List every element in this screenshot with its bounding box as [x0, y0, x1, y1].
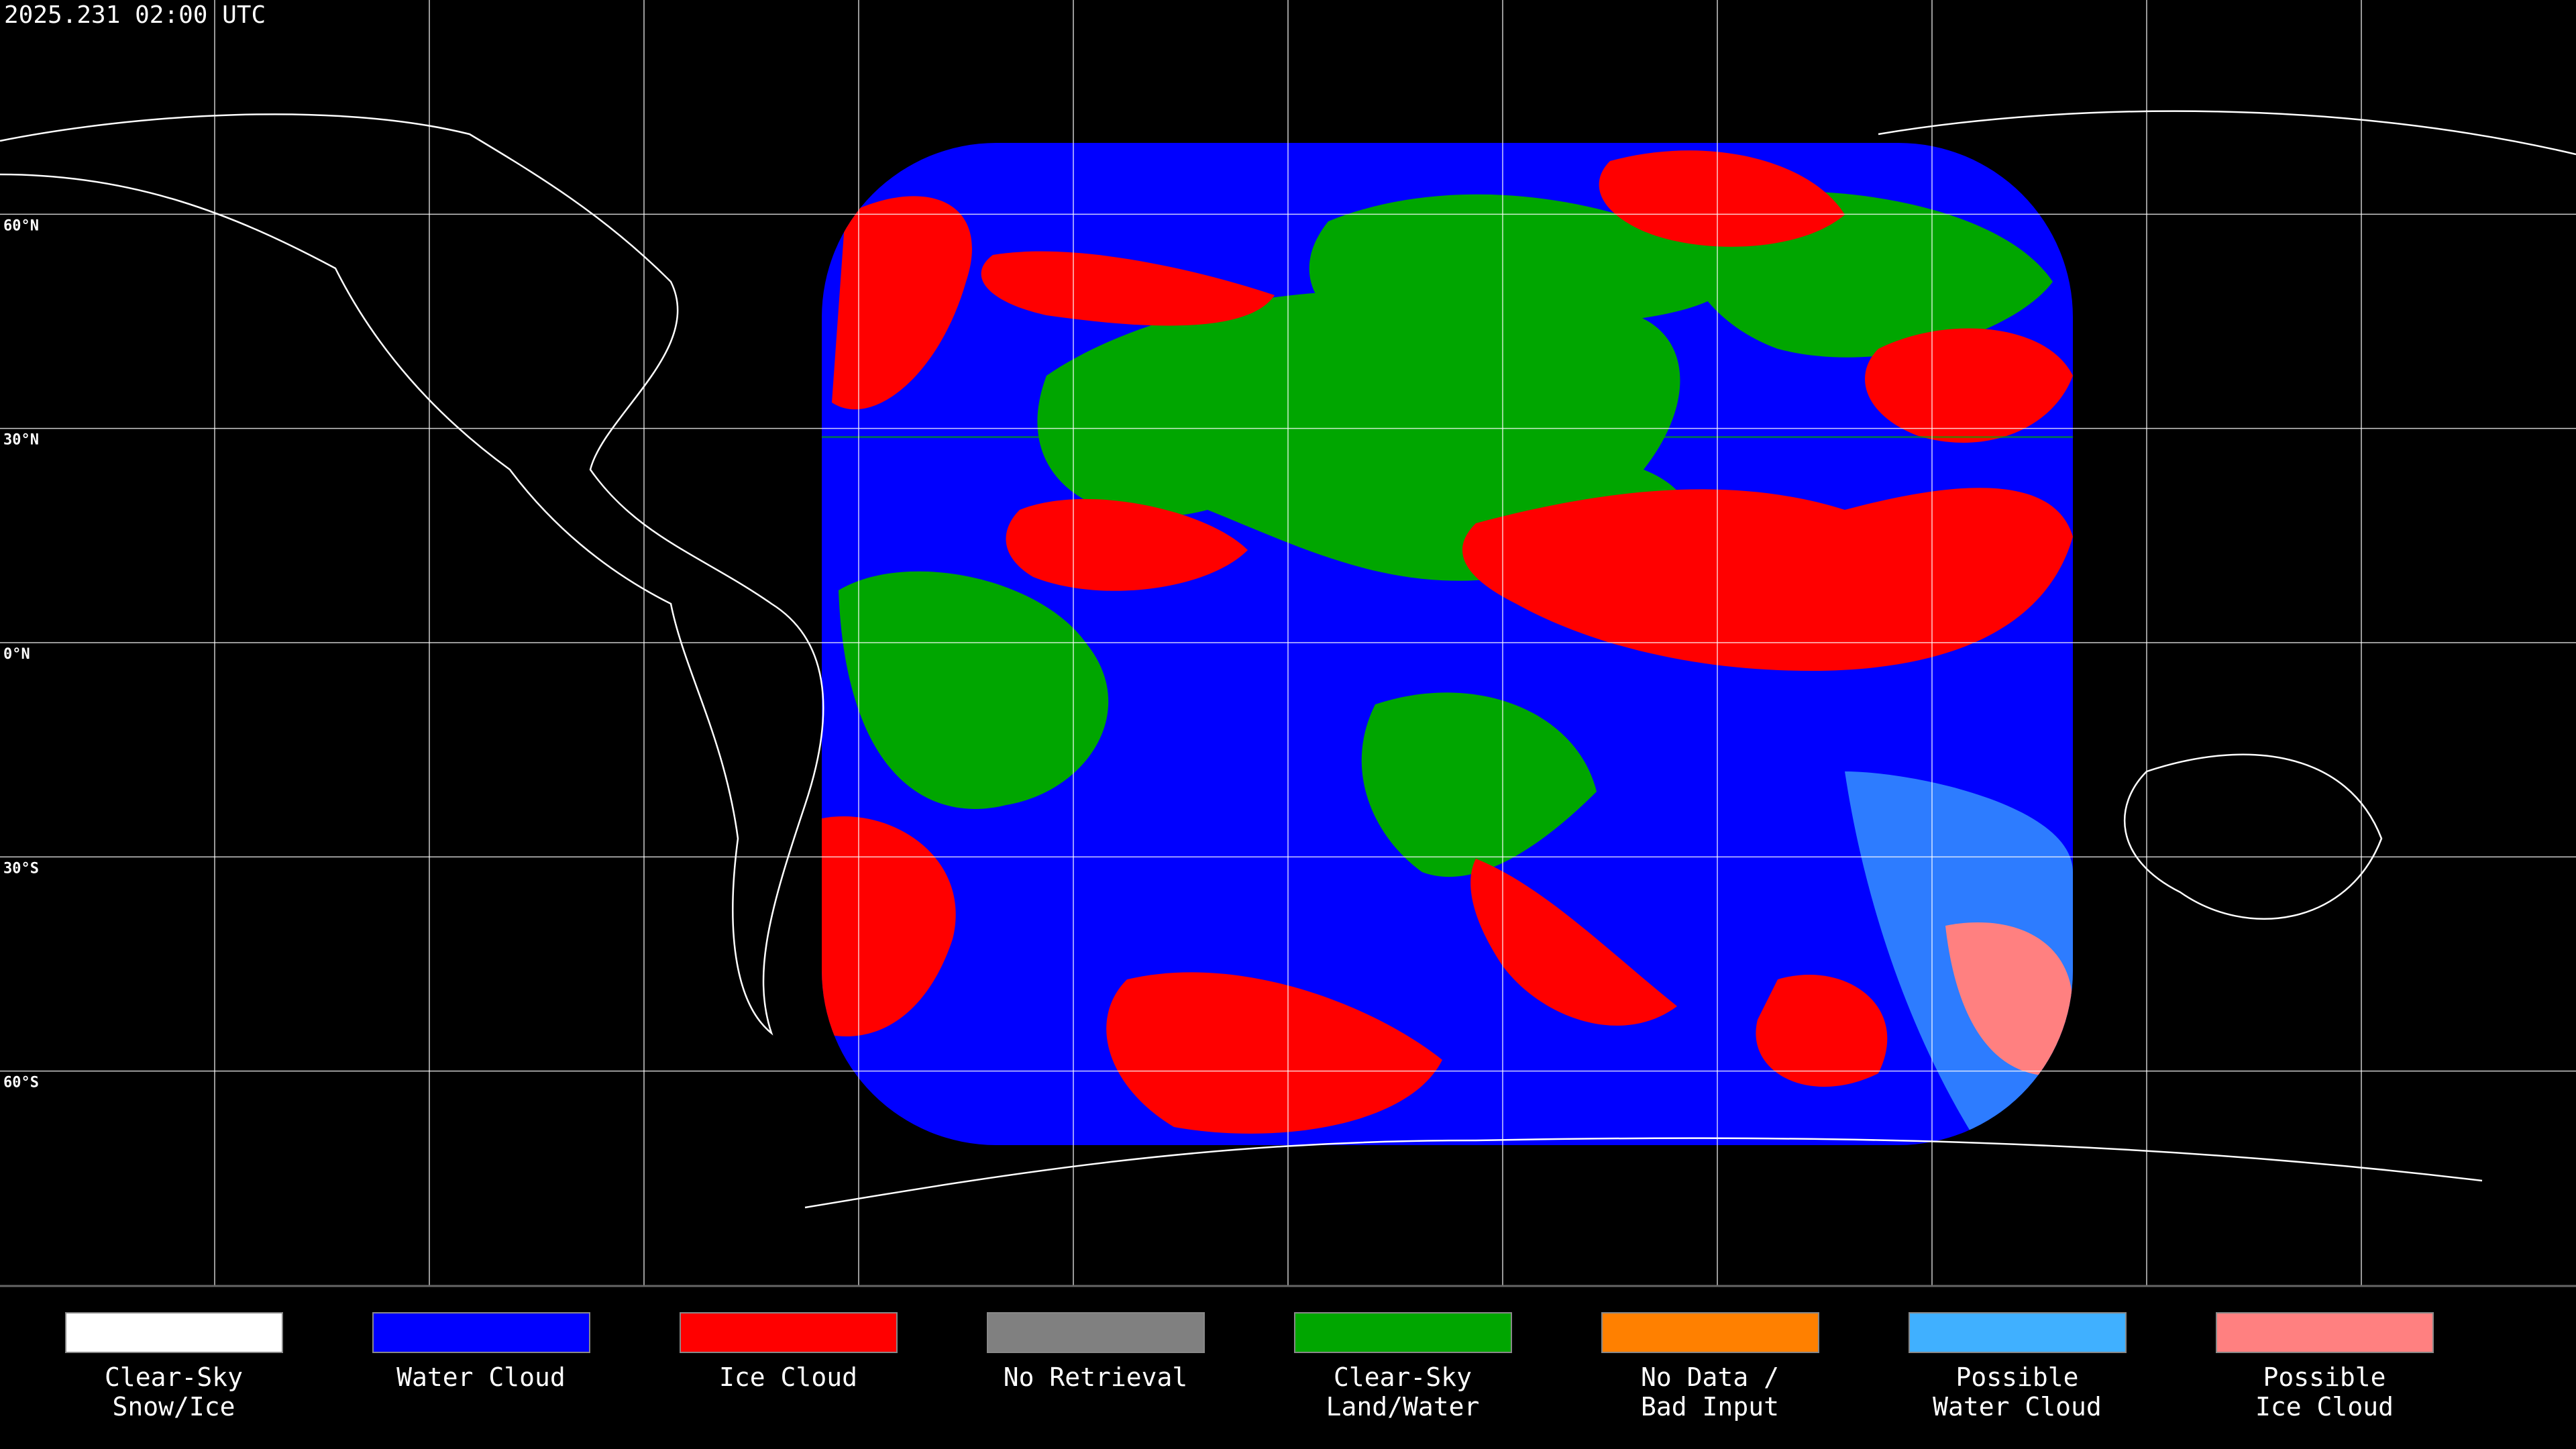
legend-label: No Retrieval	[1004, 1362, 1188, 1392]
legend-label: Water Cloud	[1933, 1392, 2102, 1421]
latitude-label: 60°N	[3, 217, 39, 234]
legend-label: Ice Cloud	[719, 1362, 857, 1392]
legend-swatch	[1294, 1312, 1512, 1353]
legend-label: Bad Input	[1641, 1392, 1779, 1421]
coastlines	[0, 110, 2576, 1209]
legend-label: Land/Water	[1326, 1392, 1480, 1421]
latitude-label: 60°S	[3, 1075, 39, 1091]
legend-label: Possible	[2263, 1362, 2385, 1392]
legend-swatch	[987, 1312, 1205, 1353]
timestamp: 2025.231 02:00 UTC	[4, 1, 266, 29]
latitude-label: 30°S	[3, 860, 39, 877]
legend-label: Clear-Sky	[1334, 1362, 1472, 1392]
legend-swatch	[1909, 1312, 2127, 1353]
legend-label: Ice Cloud	[2255, 1392, 2394, 1421]
legend-swatch	[372, 1312, 590, 1353]
legend-swatch	[1601, 1312, 1819, 1353]
legend-swatch	[680, 1312, 898, 1353]
legend-label: Water Cloud	[396, 1362, 566, 1392]
legend-label: Snow/Ice	[112, 1392, 235, 1421]
cloud-mask-image	[822, 143, 2073, 1145]
legend-label: No Data /	[1641, 1362, 1779, 1392]
latitude-label: 0°N	[3, 646, 30, 663]
graticule: 60°N 30°N 0°N 30°S 60°S	[0, 0, 2576, 1285]
legend-swatch	[2216, 1312, 2434, 1353]
legend-label: Possible	[1955, 1362, 2078, 1392]
latitude-label: 30°N	[3, 432, 39, 449]
legend-swatch	[65, 1312, 283, 1353]
legend-label: Clear-Sky	[105, 1362, 243, 1392]
